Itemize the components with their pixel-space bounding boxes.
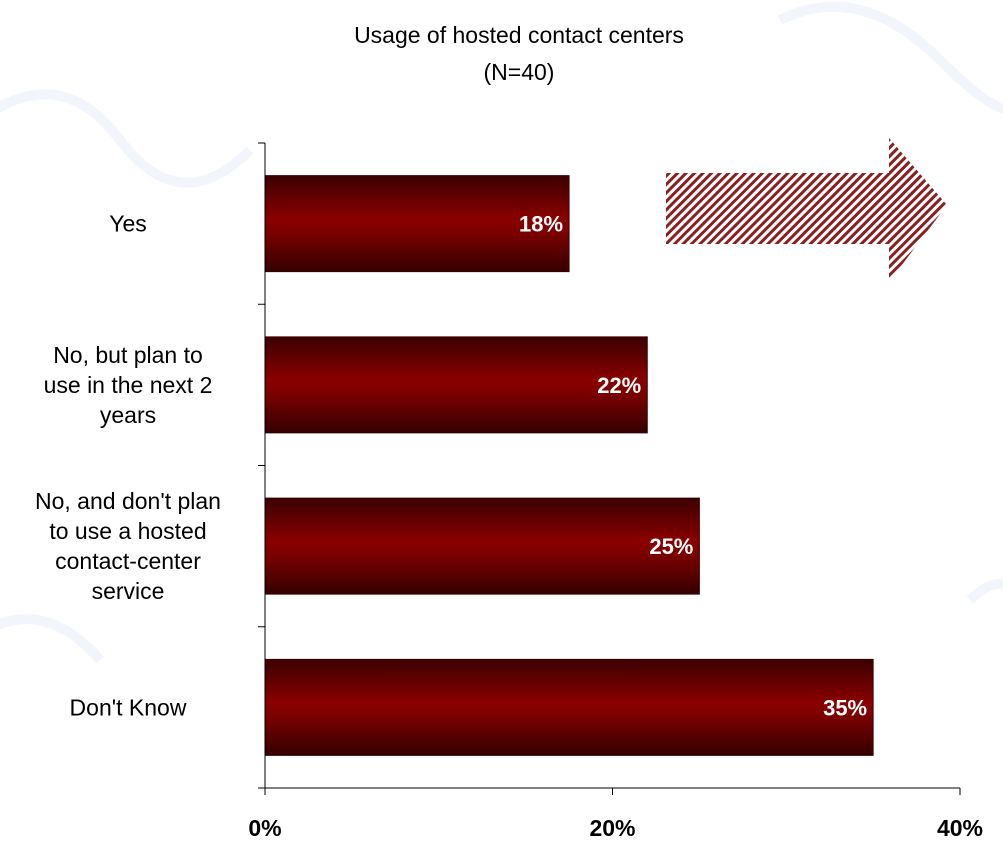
x-tick-label: 40% — [937, 815, 983, 841]
category-label-line: service — [92, 578, 165, 604]
right-arrow-hatched-icon — [666, 138, 947, 282]
category-label: Don't Know — [70, 694, 187, 720]
category-label-line: use in the next 2 — [44, 372, 213, 398]
category-label-line: Yes — [109, 211, 147, 237]
category-label-line: contact-center — [55, 548, 201, 574]
category-label-line: No, but plan to — [53, 342, 203, 368]
category-label: No, but plan to use in the next 2 years — [44, 342, 213, 428]
bar — [264, 175, 570, 273]
data-label: 35% — [823, 695, 867, 720]
bar — [264, 658, 874, 756]
category-label: Yes — [109, 211, 147, 237]
category-label-line: No, and don't plan — [35, 488, 221, 514]
x-tick-label: 20% — [589, 815, 635, 841]
chart-title: Usage of hosted contact centers — [354, 22, 684, 48]
category-label-line: years — [100, 402, 156, 428]
data-label: 25% — [649, 534, 693, 559]
x-tick-label: 0% — [248, 815, 281, 841]
bar — [264, 336, 648, 434]
data-label: 22% — [597, 373, 641, 398]
category-labels-layer: Yes No, but plan to use in the next 2 years… — [35, 211, 221, 721]
category-label-line: Don't Know — [70, 694, 187, 720]
bar — [264, 497, 700, 595]
bars-layer: 18% 22% 25% 35% — [264, 175, 874, 756]
category-label-line: to use a hosted — [49, 518, 206, 544]
chart-subtitle: (N=40) — [484, 59, 555, 85]
axes-layer: 0% 20% 40% — [248, 142, 983, 841]
data-label: 18% — [519, 212, 563, 237]
category-label: No, and don't plan to use a hosted contact… — [35, 488, 221, 604]
